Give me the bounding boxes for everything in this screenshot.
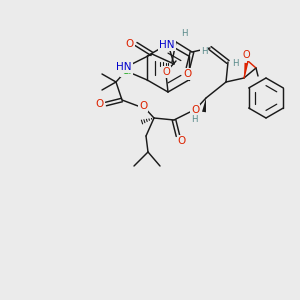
Text: O: O <box>139 101 147 111</box>
Text: O: O <box>184 69 192 79</box>
Text: O: O <box>178 136 186 146</box>
Text: HN: HN <box>116 62 132 72</box>
Text: H: H <box>232 59 238 68</box>
Text: O: O <box>191 105 199 115</box>
Text: H: H <box>191 116 197 124</box>
Text: Cl: Cl <box>121 66 131 76</box>
Text: H: H <box>181 29 187 38</box>
Polygon shape <box>202 98 206 112</box>
Text: H: H <box>201 47 207 56</box>
Polygon shape <box>244 63 247 78</box>
Text: O: O <box>96 99 104 109</box>
Text: O: O <box>242 50 250 60</box>
Text: O: O <box>126 39 134 49</box>
Text: HN: HN <box>159 40 175 50</box>
Text: O: O <box>162 67 170 77</box>
